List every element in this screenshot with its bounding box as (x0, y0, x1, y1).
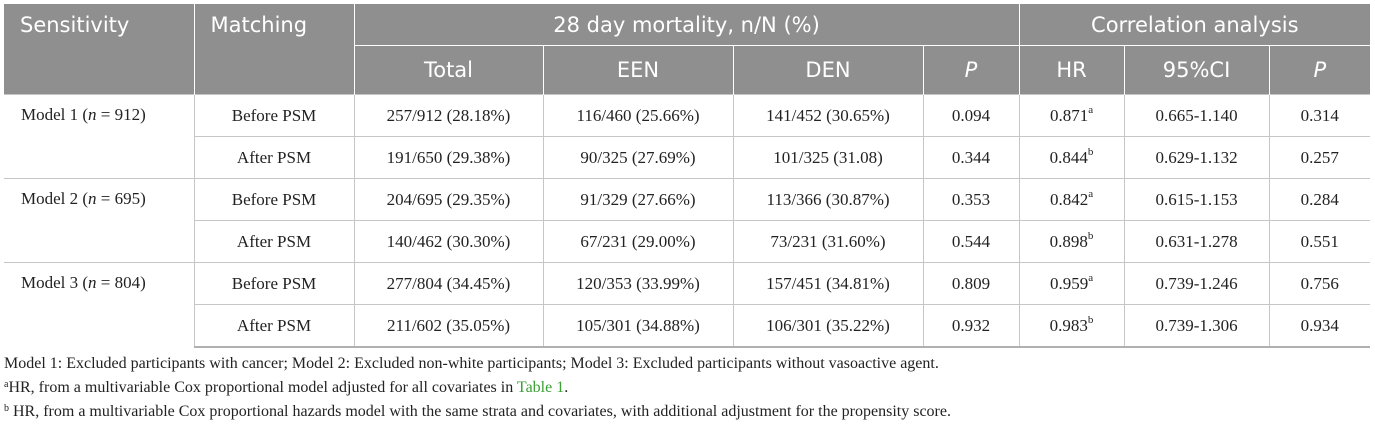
den-cell: 141/452 (30.65%) (732, 94, 923, 137)
p2-cell: 0.934 (1268, 304, 1371, 348)
model-label: Model 2 (n = 695) (4, 178, 194, 263)
header-p: P (922, 45, 1020, 95)
header-ci: 95%CI (1123, 45, 1270, 95)
den-cell: 101/325 (31.08) (732, 136, 923, 179)
den-cell: 113/366 (30.87%) (732, 178, 923, 221)
footnote-models: Model 1: Excluded participants with canc… (4, 355, 939, 372)
table-row: Model 3 (n = 804) Before PSM 277/804 (34.4… (4, 262, 1371, 347)
p2-cell: 0.314 (1268, 94, 1371, 137)
hr-cell: 0.898b (1018, 220, 1125, 263)
table-row: After PSM 211/602 (35.05%) 105/301 (34.88%… (4, 304, 1371, 348)
p-cell: 0.094 (922, 94, 1020, 137)
header-den: DEN (732, 45, 923, 95)
ci-cell: 0.739-1.306 (1123, 304, 1270, 348)
hr-footnote-mark: b (1087, 229, 1094, 242)
matching-cell: After PSM (193, 220, 354, 263)
den-cell: 106/301 (35.22%) (732, 304, 923, 348)
header-een: EEN (542, 45, 733, 95)
footnote-b: b HR, from a multivariable Cox proportio… (4, 403, 951, 420)
model-label: Model 3 (n = 804) (4, 262, 194, 347)
hr-footnote-mark: a (1088, 103, 1094, 116)
matching-cell: Before PSM (193, 94, 354, 137)
hr-footnote-mark: a (1088, 271, 1094, 284)
matching-cell: Before PSM (193, 262, 354, 305)
header-p2: P (1268, 45, 1371, 95)
hr-cell: 0.842a (1018, 178, 1125, 221)
hr-footnote-mark: b (1087, 145, 1094, 158)
matching-cell: Before PSM (193, 178, 354, 221)
matching-cell: After PSM (193, 304, 354, 348)
p-cell: 0.544 (922, 220, 1020, 263)
p-cell: 0.353 (922, 178, 1020, 221)
header-hr: HR (1018, 45, 1125, 95)
header-correlation: Correlation analysis (1018, 4, 1371, 46)
table-row: After PSM 140/462 (30.30%) 67/231 (29.00%)… (4, 220, 1371, 263)
hr-footnote-mark: a (1088, 187, 1094, 200)
table-row: After PSM 191/650 (29.38%) 90/325 (27.69%)… (4, 136, 1371, 179)
ci-cell: 0.629-1.132 (1123, 136, 1270, 179)
ci-cell: 0.665-1.140 (1123, 94, 1270, 137)
een-cell: 90/325 (27.69%) (542, 136, 733, 179)
table-1-link[interactable]: Table 1 (516, 379, 565, 396)
hr-footnote-mark: b (1087, 313, 1094, 326)
den-cell: 157/451 (34.81%) (732, 262, 923, 305)
sensitivity-analysis-table: Sensitivity Matching 28 day mortality, n… (4, 4, 1371, 348)
ci-cell: 0.631-1.278 (1123, 220, 1270, 263)
hr-cell: 0.871a (1018, 94, 1125, 137)
table-row: Model 1 (n = 912) Before PSM 257/912 (28.1… (4, 94, 1371, 179)
total-cell: 277/804 (34.45%) (353, 262, 543, 305)
ci-cell: 0.739-1.246 (1123, 262, 1270, 305)
total-cell: 191/650 (29.38%) (353, 136, 543, 179)
total-cell: 211/602 (35.05%) (353, 304, 543, 348)
hr-cell: 0.983b (1018, 304, 1125, 348)
een-cell: 120/353 (33.99%) (542, 262, 733, 305)
table-row: Model 2 (n = 695) Before PSM 204/695 (29.3… (4, 178, 1371, 263)
den-cell: 73/231 (31.60%) (732, 220, 923, 263)
p-cell: 0.932 (922, 304, 1020, 348)
een-cell: 105/301 (34.88%) (542, 304, 733, 348)
ci-cell: 0.615-1.153 (1123, 178, 1270, 221)
model-label: Model 1 (n = 912) (4, 94, 194, 179)
footnote-a: aHR, from a multivariable Cox proportion… (4, 379, 569, 396)
total-cell: 140/462 (30.30%) (353, 220, 543, 263)
header-mortality: 28 day mortality, n/N (%) (353, 4, 1020, 46)
total-cell: 204/695 (29.35%) (353, 178, 543, 221)
table-footnotes: Model 1: Excluded participants with canc… (4, 352, 1370, 424)
total-cell: 257/912 (28.18%) (353, 94, 543, 137)
een-cell: 67/231 (29.00%) (542, 220, 733, 263)
een-cell: 91/329 (27.66%) (542, 178, 733, 221)
hr-cell: 0.844b (1018, 136, 1125, 179)
matching-cell: After PSM (193, 136, 354, 179)
p2-cell: 0.551 (1268, 220, 1371, 263)
p2-cell: 0.284 (1268, 178, 1371, 221)
header-matching: Matching (193, 4, 354, 95)
p-cell: 0.809 (922, 262, 1020, 305)
hr-cell: 0.959a (1018, 262, 1125, 305)
header-sensitivity: Sensitivity (4, 4, 194, 95)
p-cell: 0.344 (922, 136, 1020, 179)
p2-cell: 0.257 (1268, 136, 1371, 179)
p2-cell: 0.756 (1268, 262, 1371, 305)
een-cell: 116/460 (25.66%) (542, 94, 733, 137)
header-total: Total (353, 45, 543, 95)
